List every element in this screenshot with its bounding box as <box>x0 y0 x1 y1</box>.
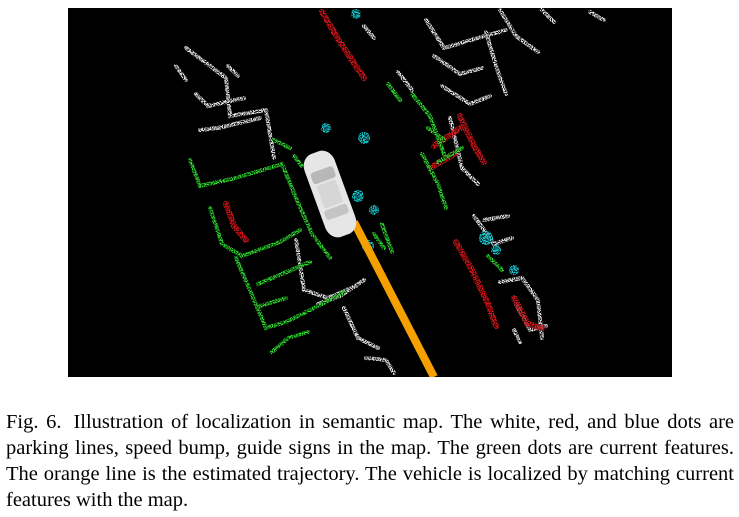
estimated-trajectory <box>350 220 438 377</box>
current-features <box>188 82 504 354</box>
figure-label: Fig. 6. <box>6 411 62 433</box>
vehicle <box>303 150 357 238</box>
figure-caption-text: Illustration of localization in semantic… <box>6 411 734 511</box>
figure-caption: Fig. 6. Illustration of localization in s… <box>6 409 734 513</box>
semantic-map-image <box>68 8 672 377</box>
semantic-map-figure <box>68 8 672 377</box>
